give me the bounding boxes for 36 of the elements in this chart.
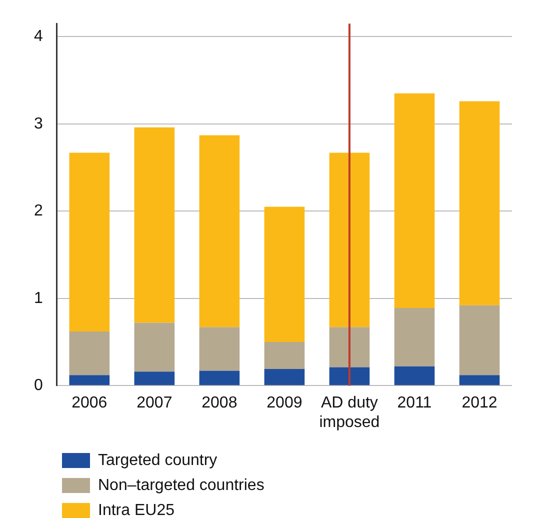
bar — [69, 152, 110, 332]
bar — [264, 342, 305, 370]
bar — [394, 308, 435, 366]
bar — [459, 305, 500, 376]
legend-label: Non–targeted countries — [98, 476, 264, 494]
bar — [329, 327, 370, 368]
legend-label: Intra EU25 — [98, 502, 174, 518]
x-tick-label: 2009 — [266, 394, 302, 412]
y-tick-label: 3 — [34, 115, 43, 132]
bar — [134, 127, 175, 323]
y-tick-label: 2 — [34, 202, 43, 220]
bar — [134, 372, 175, 386]
x-tick-label: 2011 — [397, 394, 432, 412]
x-tick-label: AD duty imposed — [319, 394, 380, 431]
bar — [394, 366, 435, 386]
bar — [199, 327, 240, 371]
bar — [394, 93, 435, 308]
bar — [69, 332, 110, 376]
bar — [329, 367, 370, 386]
y-tick-label: 1 — [34, 290, 43, 307]
bar — [459, 375, 500, 386]
x-tick-label: 2008 — [202, 394, 238, 412]
bar — [69, 375, 110, 386]
bar — [199, 135, 240, 328]
x-tick-label: 2007 — [136, 394, 172, 412]
bar — [199, 370, 240, 386]
bar — [459, 101, 500, 306]
y-tick-label: 4 — [34, 28, 43, 46]
bar — [264, 206, 305, 342]
x-tick-label: 2006 — [72, 394, 108, 412]
y-tick-label: 0 — [34, 377, 43, 394]
bar — [264, 369, 305, 386]
bar — [134, 322, 175, 372]
x-tick-label: 2012 — [462, 394, 498, 412]
legend-label: Targeted country — [98, 452, 218, 470]
bar — [329, 152, 370, 328]
